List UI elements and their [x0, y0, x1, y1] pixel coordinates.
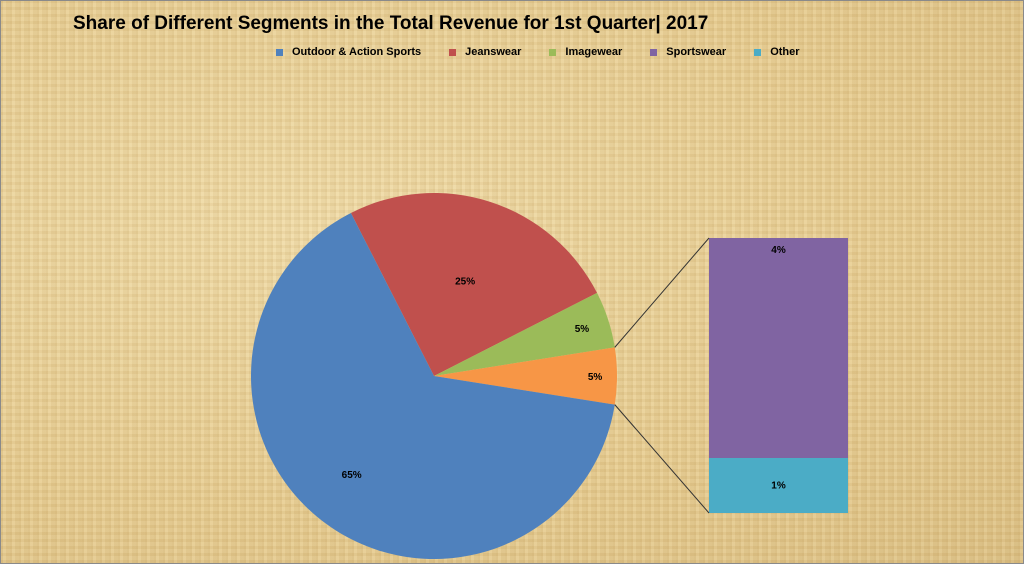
legend-swatch [650, 48, 658, 56]
legend-item: Other [754, 46, 800, 58]
legend-item: Sportswear [650, 46, 726, 58]
legend-label: Imagewear [565, 46, 623, 58]
pie-slice-imagewear [434, 292, 615, 376]
legend-item: Jeanswear [449, 46, 521, 58]
pie-slice-jeanswear [350, 193, 598, 376]
legend: Outdoor & Action Sports Jeanswear Imagewea… [276, 46, 828, 58]
data-label: 65% [342, 470, 362, 481]
data-label: 5% [588, 372, 603, 383]
legend-swatch [754, 48, 762, 56]
pie-slice-combined [434, 347, 617, 405]
data-label: 1% [771, 481, 786, 492]
legend-swatch [449, 48, 457, 56]
legend-label: Sportswear [666, 46, 727, 58]
bar-segment-sportswear [709, 238, 848, 458]
bar-segment-other [709, 458, 848, 513]
data-label: 25% [455, 276, 475, 287]
connector-line [614, 237, 710, 348]
data-label: 4% [771, 245, 786, 256]
legend-label: Outdoor & Action Sports [292, 46, 422, 58]
legend-swatch [276, 48, 283, 56]
connector-line [614, 404, 710, 514]
legend-label: Other [770, 46, 800, 58]
legend-item: Imagewear [549, 46, 622, 58]
pie-slice-outdoor-action-sports [250, 212, 615, 559]
data-label: 5% [575, 324, 590, 335]
legend-label: Jeanswear [465, 46, 522, 58]
legend-item: Outdoor & Action Sports [276, 46, 421, 58]
chart-title: Share of Different Segments in the Total… [73, 13, 709, 34]
legend-swatch [549, 48, 557, 56]
